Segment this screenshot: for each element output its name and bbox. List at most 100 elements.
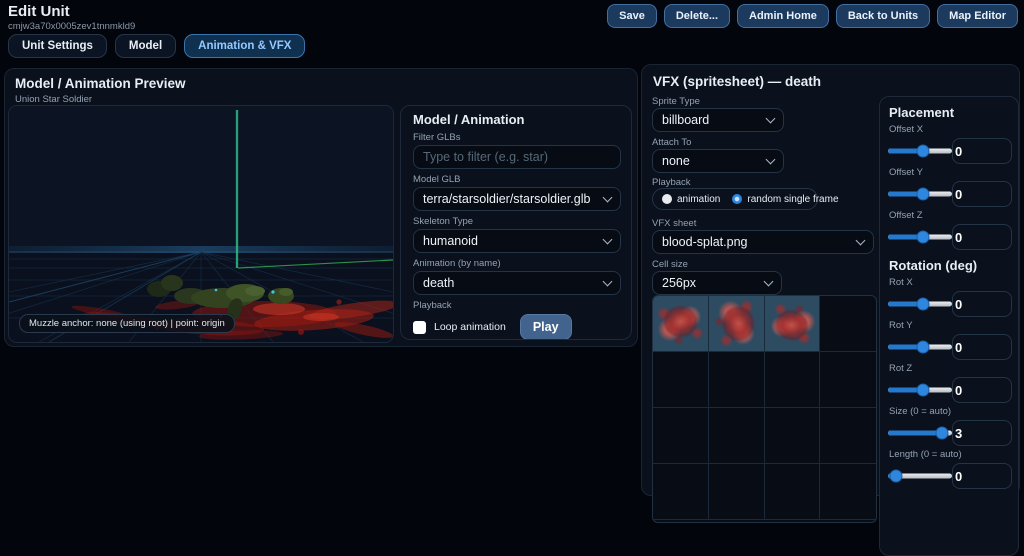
radio-random-single-frame[interactable]: random single frame [732,193,839,205]
offset-x-slider[interactable] [888,138,952,164]
slider-thumb[interactable] [916,144,930,158]
origin-beacon [235,110,393,269]
offset-x-input[interactable] [952,138,1012,164]
length-input[interactable] [952,463,1012,489]
skeleton-type-select[interactable]: humanoid [413,229,621,253]
tab-model[interactable]: Model [114,34,177,58]
filter-glbs-input[interactable] [413,145,621,169]
back-to-units-button[interactable]: Back to Units [835,4,931,28]
model-glb-value: terra/starsoldier/starsoldier.glb [423,192,591,206]
model-glb-select[interactable]: terra/starsoldier/starsoldier.glb [413,187,621,211]
cell-size-label: Cell size [652,259,688,270]
viewport-3d-canvas[interactable]: Muzzle anchor: none (using root) | point… [8,105,394,343]
sprite-cell[interactable] [820,464,876,520]
sprite-cell[interactable] [653,408,709,464]
playback-row: Loop animation Play [413,314,619,339]
size-slider[interactable] [888,420,952,446]
offset-z-row [888,224,1012,250]
chevron-down-icon [602,192,613,203]
offset-x-label: Offset X [889,124,924,135]
rot-z-row [888,377,1012,403]
vfx-sheet-value: blood-splat.png [662,235,748,249]
skeleton-type-value: humanoid [423,234,478,248]
playback-radio-group: animation random single frame [652,188,839,210]
rot-y-row [888,334,1012,360]
size-row [888,420,1012,446]
radio-random-label: random single frame [747,193,839,205]
sprite-cell[interactable] [708,408,765,464]
sprite-cell[interactable] [764,464,821,520]
slider-thumb[interactable] [916,297,930,311]
chevron-down-icon [765,113,776,124]
vfx-sheet-label: VFX sheet [652,218,697,229]
length-label: Length (0 = auto) [889,449,962,460]
viewport-scene [9,106,393,342]
unit-id: cmjw3a70x0005zev1tnnmkld9 [8,21,136,32]
radio-animation[interactable]: animation [662,194,720,205]
offset-z-label: Offset Z [889,210,923,221]
animation-name-select[interactable]: death [413,271,621,295]
attach-to-select[interactable]: none [652,149,784,173]
vfx-playback-label: Playback [652,177,691,188]
animation-name-label: Animation (by name) [413,258,501,269]
rot-z-input[interactable] [952,377,1012,403]
sprite-cell[interactable] [820,296,876,352]
preview-panel-title: Model / Animation Preview [15,76,186,91]
slider-thumb[interactable] [935,426,949,440]
admin-home-button[interactable]: Admin Home [737,4,829,28]
cell-size-select[interactable]: 256px [652,271,782,295]
sprite-cell[interactable] [820,408,876,464]
rot-y-slider[interactable] [888,334,952,360]
rot-z-slider[interactable] [888,377,952,403]
offset-z-input[interactable] [952,224,1012,250]
sprite-cell[interactable] [653,352,709,408]
filter-glbs-label: Filter GLBs [413,132,461,143]
delete-button[interactable]: Delete... [663,4,731,28]
radio-animation-label: animation [677,193,721,205]
loop-animation-checkbox[interactable] [413,320,426,334]
play-button[interactable]: Play [519,314,572,339]
slider-thumb[interactable] [916,187,930,201]
slider-thumb[interactable] [916,383,930,397]
sprite-grid [652,295,877,523]
sprite-cell[interactable] [708,352,765,408]
slider-thumb[interactable] [916,340,930,354]
radio-off-icon [662,194,672,204]
skeleton-type-label: Skeleton Type [413,216,474,227]
playback-label: Playback [413,300,452,311]
chevron-down-icon [855,235,866,246]
blood-splat-frame [656,299,705,348]
offset-y-input[interactable] [952,181,1012,207]
size-input[interactable] [952,420,1012,446]
sprite-cell[interactable] [764,352,821,408]
chevron-down-icon [763,276,774,287]
sprite-cell[interactable] [653,296,709,352]
length-slider[interactable] [888,463,952,489]
sprite-cell[interactable] [653,464,709,520]
map-editor-button[interactable]: Map Editor [937,4,1018,28]
header-actions: Save Delete... Admin Home Back to Units … [607,4,1018,28]
offset-y-row [888,181,1012,207]
sprite-cell[interactable] [820,352,876,408]
sprite-cell[interactable] [708,296,765,352]
blood-splat-frame [761,296,822,354]
animation-name-value: death [423,276,455,290]
slider-thumb[interactable] [889,469,903,483]
vfx-sheet-select[interactable]: blood-splat.png [652,230,874,254]
offset-z-slider[interactable] [888,224,952,250]
tab-bar: Unit Settings Model Animation & VFX [8,34,306,58]
rot-x-label: Rot X [889,277,913,288]
sprite-cell[interactable] [761,296,822,354]
tab-animation-vfx[interactable]: Animation & VFX [184,34,306,58]
sprite-type-select[interactable]: billboard [652,108,784,132]
save-button[interactable]: Save [607,4,657,28]
rot-x-slider[interactable] [888,291,952,317]
blood-splat-frame [711,298,762,349]
tab-unit-settings[interactable]: Unit Settings [8,34,107,58]
sprite-cell[interactable] [708,464,765,520]
slider-thumb[interactable] [916,230,930,244]
rot-y-input[interactable] [952,334,1012,360]
sprite-cell[interactable] [764,408,821,464]
rot-x-input[interactable] [952,291,1012,317]
offset-y-slider[interactable] [888,181,952,207]
